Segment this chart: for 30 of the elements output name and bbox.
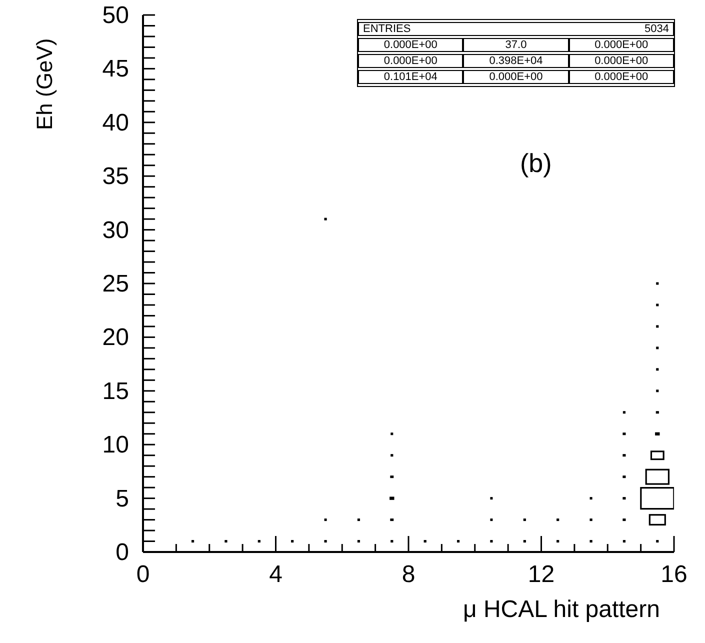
y-tick-label: 35 — [102, 163, 129, 190]
annotation: 0.000E+00 — [463, 70, 569, 84]
annotation: 0.398E+04 — [463, 54, 569, 68]
annotation: 0.000E+00 — [568, 70, 674, 84]
x-tick-label: 0 — [136, 561, 150, 588]
x-axis-title: μ HCAL hit pattern — [462, 596, 660, 624]
y-tick-label: 50 — [102, 2, 129, 29]
y-tick-label: 10 — [102, 432, 129, 459]
annotation: 0.000E+00 — [358, 54, 464, 68]
x-tick-label: 4 — [269, 561, 282, 588]
annotation: 37.0 — [463, 38, 569, 52]
annotation: (b) — [520, 148, 552, 179]
annotation: 0.000E+00 — [358, 38, 464, 52]
y-tick-label: 0 — [116, 539, 129, 566]
annotation: 0.000E+00 — [568, 38, 674, 52]
y-axis-title: Eh (GeV) — [32, 37, 58, 130]
y-tick-label: 25 — [102, 270, 129, 298]
y-tick-label: 5 — [116, 485, 129, 512]
x-tick-label: 16 — [660, 561, 688, 588]
y-tick-label: 15 — [102, 378, 129, 405]
y-tick-label: 40 — [102, 109, 129, 136]
x-tick-label: 12 — [528, 561, 555, 588]
y-tick-label: 30 — [102, 216, 129, 244]
x-tick-label: 8 — [402, 561, 416, 588]
y-tick-label: 20 — [102, 324, 129, 352]
annotation: 0.101E+04 — [358, 70, 464, 84]
y-tick-label: 45 — [102, 56, 129, 83]
annotation: 0.000E+00 — [568, 54, 674, 68]
annotation: ENTRIES — [363, 23, 411, 35]
annotation: 5034 — [644, 23, 669, 35]
